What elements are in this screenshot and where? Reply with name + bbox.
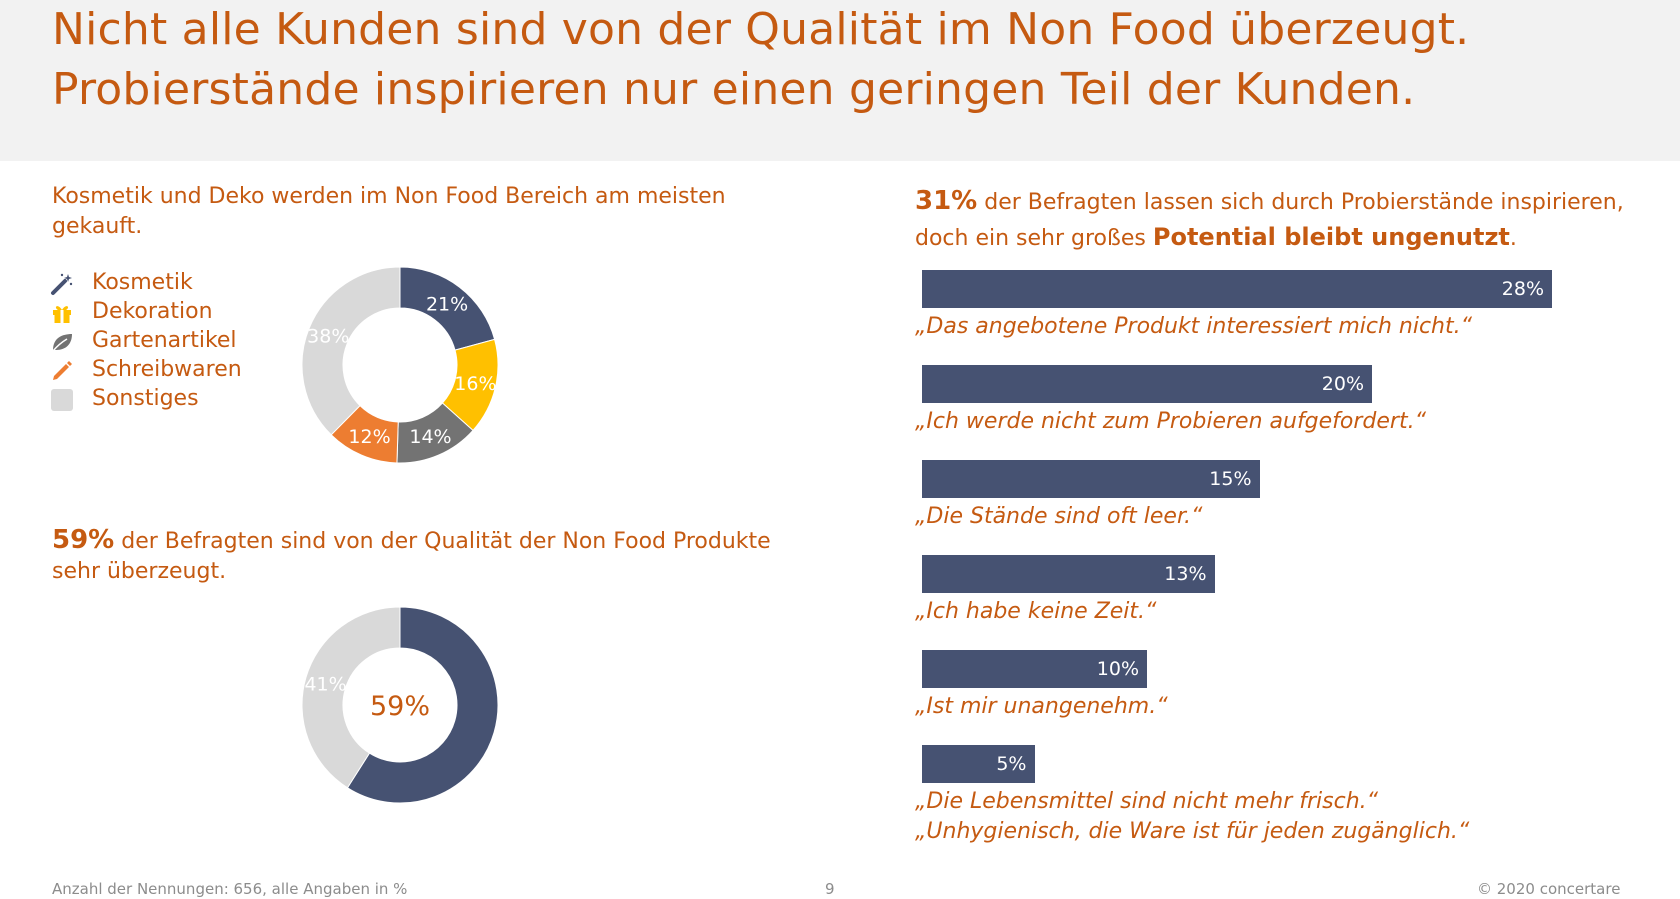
bar-value-label: 28% (1501, 278, 1544, 300)
bar: 5% (922, 745, 1035, 783)
donut2-heading: 59% der Befragten sind von der Qualität … (52, 525, 772, 587)
donut-slice-label: 12% (348, 426, 390, 448)
donut-slice-label: 14% (409, 426, 451, 448)
bar-quote: „Die Stände sind oft leer.“ (915, 502, 1202, 532)
bar-quote: „Ich werde nicht zum Probieren aufgeford… (915, 407, 1426, 437)
donut-slice-label: 21% (426, 293, 468, 315)
bar-heading-line2-strong: Potential bleibt ungenutzt (1152, 223, 1510, 251)
bar-category-label: „Die Stände sind oft leer.“ (915, 504, 1203, 529)
bar-quote: „Ich habe keine Zeit.“ (915, 597, 1156, 627)
legend-label: Sonstiges (92, 386, 199, 411)
category-donut-chart: 21% 16% 14% 12% 38% (301, 266, 499, 464)
bar-category-label: „Ich habe keine Zeit.“ (915, 599, 1157, 624)
donut-slice-label: 16% (454, 373, 496, 395)
legend-label: Kosmetik (92, 270, 193, 295)
bar-category-label: „Die Lebensmittel sind nicht mehr frisch… (915, 789, 1379, 814)
bar: 20% (922, 365, 1372, 403)
legend-label: Schreibwaren (92, 357, 242, 382)
bar-category-label: „Das angebotene Produkt interessiert mic… (915, 314, 1473, 339)
donut-center-label: 59% (370, 691, 430, 722)
bar-value-label: 10% (1096, 658, 1139, 680)
bar-heading-line2-end: . (1509, 226, 1517, 251)
footer-note: Anzahl der Nennungen: 656, alle Angaben … (52, 880, 408, 898)
bar-category-label: „Ich werde nicht zum Probieren aufgeford… (915, 409, 1426, 434)
copyright: © 2020 concertare (1477, 880, 1621, 898)
leaf-icon (52, 334, 72, 352)
pencil-icon (53, 361, 72, 380)
donut1-heading-line2: gekauft. (52, 214, 143, 239)
bar-chart-heading: 31% der Befragten lassen sich durch Prob… (915, 184, 1624, 256)
bar-quote: „Ist mir unangenehm.“ (915, 692, 1168, 722)
donut-slice (346, 606, 499, 804)
bar-value-label: 13% (1164, 563, 1207, 585)
magic-wand-icon (51, 273, 73, 295)
bar: 10% (922, 650, 1147, 688)
donut-slice-label: 38% (307, 326, 349, 348)
donut2-heading-line2: sehr überzeugt. (52, 559, 227, 584)
bar-category-label: „Unhygienisch, die Ware ist für jeden zu… (915, 819, 1470, 844)
bar-quote: „Das angebotene Produkt interessiert mic… (915, 312, 1472, 342)
quality-donut-chart: 41% 59% (301, 606, 499, 804)
donut-slice-label: 41% (304, 673, 346, 695)
title-line-1: Nicht alle Kunden sind von der Qualität … (52, 4, 1470, 55)
title-line-2: Probierstände inspirieren nur einen geri… (52, 64, 1416, 115)
page-number: 9 (825, 880, 835, 898)
legend-label: Gartenartikel (92, 328, 237, 353)
bar-heading-line2-start: doch ein sehr großes (915, 226, 1153, 251)
title-banner: Nicht alle Kunden sind von der Qualität … (0, 0, 1680, 161)
bar-heading-rest: der Befragten lassen sich durch Probiers… (977, 190, 1624, 215)
bar-quote: „Die Lebensmittel sind nicht mehr frisch… (915, 787, 1469, 847)
donut2-heading-strong: 59% (52, 525, 115, 555)
bar-value-label: 5% (996, 753, 1027, 775)
donut1-heading-line1: Kosmetik und Deko werden im Non Food Ber… (52, 184, 726, 209)
donut-slice (301, 606, 401, 789)
donut2-heading-rest: der Befragten sind von der Qualität der … (114, 529, 771, 554)
bar: 15% (922, 460, 1260, 498)
bar: 28% (922, 270, 1552, 308)
bar-value-label: 20% (1321, 373, 1364, 395)
donut-slice (301, 266, 401, 436)
bar: 13% (922, 555, 1215, 593)
bar-heading-strong: 31% (915, 186, 978, 216)
gift-icon (53, 306, 71, 323)
bar-value-label: 15% (1209, 468, 1252, 490)
square-icon (51, 389, 73, 411)
bar-category-label: „Ist mir unangenehm.“ (915, 694, 1168, 719)
legend-label: Dekoration (92, 299, 213, 324)
donut1-heading: Kosmetik und Deko werden im Non Food Ber… (52, 182, 726, 242)
